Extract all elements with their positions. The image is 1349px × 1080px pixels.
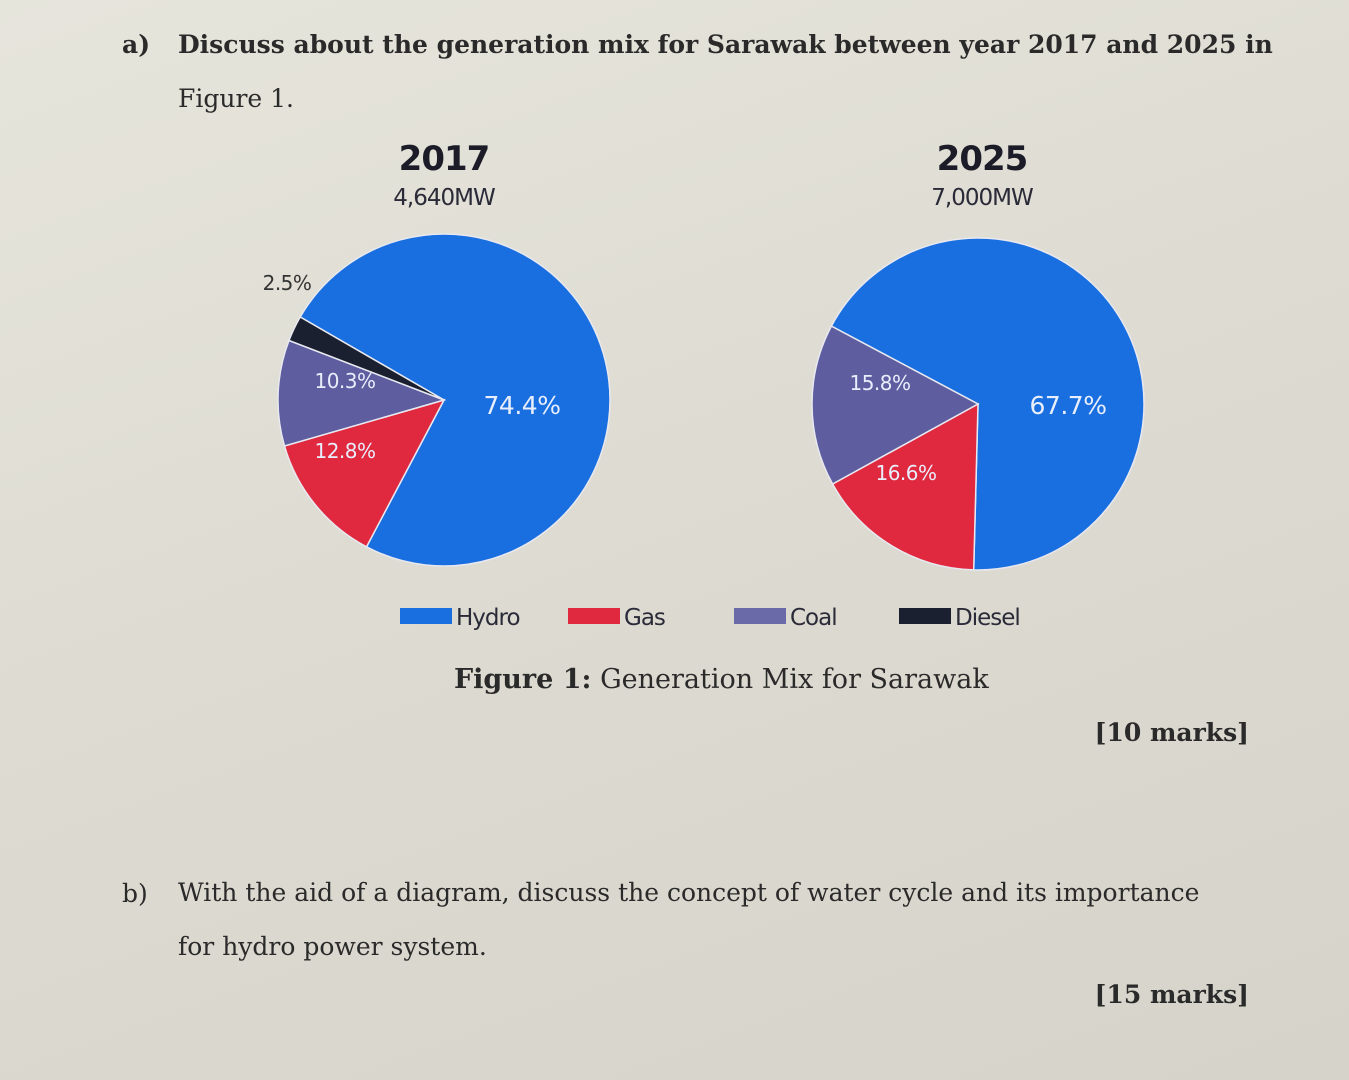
pie-label-2025-hydro: 67.7% — [1030, 391, 1107, 420]
question-a-line2: Figure 1. — [178, 84, 294, 113]
legend-label-diesel: Diesel — [955, 605, 1020, 631]
pie-label-2017-gas: 12.8% — [314, 439, 375, 463]
pie-label-2017-coal: 10.3% — [314, 369, 375, 393]
question-a-marks: [10 marks] — [1094, 718, 1249, 747]
pie-label-2017-diesel: 2.5% — [263, 271, 312, 295]
pie-slice-2017-gas — [283, 398, 446, 548]
pie-chart-2025: 67.7% 16.6% 15.8% 2025 7,000MW — [811, 139, 1145, 571]
legend-swatch-diesel — [899, 608, 951, 624]
pie-label-2017-hydro: 74.4% — [484, 391, 561, 420]
pie-label-2025-coal: 15.8% — [849, 371, 910, 395]
pie-subtitle-2017: 4,640MW — [393, 185, 495, 211]
pie-slice-2025-coal — [811, 325, 980, 486]
question-b-line2: for hydro power system. — [178, 932, 487, 961]
pie-slice-2025-hydro — [830, 237, 1145, 571]
question-a-label: a) — [122, 30, 151, 59]
legend-swatch-gas — [568, 608, 620, 624]
question-a-line1: Discuss about the generation mix for Sar… — [178, 30, 1273, 59]
pie-slice-2017-coal — [277, 339, 447, 447]
legend-label-coal: Coal — [790, 605, 837, 631]
pie-label-2025-gas: 16.6% — [875, 461, 936, 485]
figure-caption-text: Generation Mix for Sarawak — [600, 664, 989, 695]
generation-mix-figure: 74.4% 12.8% 10.3% 2.5% 2017 4,640MW 67.7% 16.6… — [263, 139, 1145, 631]
legend-label-hydro: Hydro — [456, 605, 520, 631]
pie-slice-2017-hydro — [299, 233, 611, 567]
pie-chart-2017: 74.4% 12.8% 10.3% 2.5% 2017 4,640MW — [263, 139, 611, 567]
chart-legend: Hydro Gas Coal Diesel — [400, 605, 1021, 631]
legend-swatch-hydro — [400, 608, 452, 624]
question-b-label: b) — [122, 879, 148, 908]
question-b-line1: With the aid of a diagram, discuss the c… — [178, 878, 1200, 907]
legend-label-gas: Gas — [624, 605, 665, 631]
pie-slice-2025-gas — [831, 402, 979, 571]
legend-swatch-coal — [734, 608, 786, 624]
question-b-text: With the aid of a diagram, discuss the c… — [178, 866, 1199, 974]
pie-title-2017: 2017 — [399, 139, 490, 179]
pie-slice-2017-diesel — [288, 315, 445, 401]
figure-caption: Figure 1: Generation Mix for Sarawak — [454, 664, 989, 695]
pie-title-2025: 2025 — [937, 139, 1028, 179]
figure-caption-label: Figure 1: — [454, 664, 592, 695]
question-b-marks: [15 marks] — [1094, 980, 1249, 1009]
pie-subtitle-2025: 7,000MW — [931, 185, 1033, 211]
question-a-text: Discuss about the generation mix for Sar… — [178, 18, 1273, 126]
